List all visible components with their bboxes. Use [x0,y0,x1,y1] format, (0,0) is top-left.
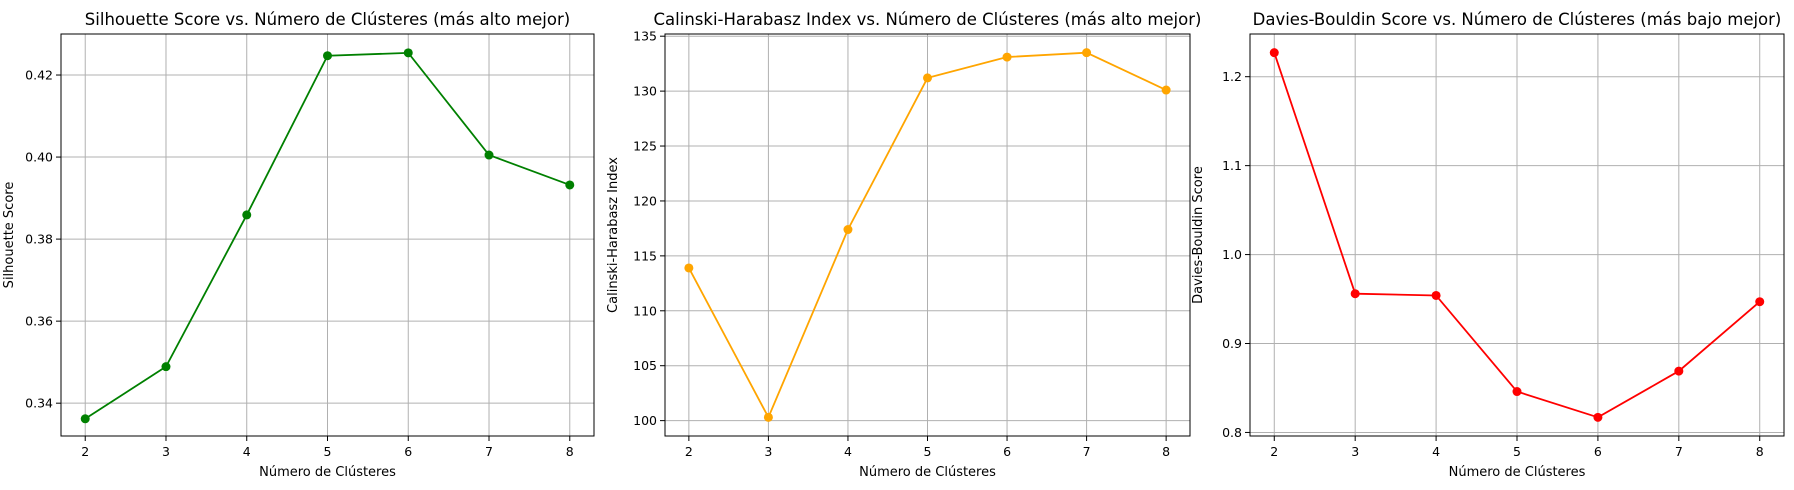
x-tick-label: 8 [566,444,574,459]
data-point [1161,85,1171,95]
y-tick-label: 135 [633,29,657,44]
x-tick-label: 3 [1351,444,1359,459]
x-tick-label: 8 [1162,444,1170,459]
data-point [323,51,332,61]
chart-3: 2 3 4 5 6 7 8 0.8 0.9 1.0 1.1 1.2 Davies-Bouldin Sco… [1191,10,1785,480]
data-point [403,48,413,58]
data-point [1512,387,1522,397]
data-point [763,412,773,422]
y-axis-label: Silhouette Score [2,182,17,289]
y-tick-label: 0.36 [25,314,53,329]
y-axis-label: Calinski-Harabasz Index [606,157,621,313]
y-tick-label: 1.0 [1222,247,1242,262]
x-tick-label: 3 [764,444,772,459]
chart-title: Calinski-Harabasz Index vs. Número de Cl… [654,10,1202,29]
y-tick-label: 1.1 [1222,158,1242,173]
y-tick-label: 0.8 [1222,425,1242,440]
y-tick-label: 120 [633,193,657,208]
data-point [1269,48,1279,58]
x-tick-label: 2 [81,444,89,459]
y-tick-label: 1.2 [1222,69,1242,84]
x-axis-label: Número de Clústeres [259,465,396,480]
grid [61,34,594,436]
chart-2: 2 3 4 5 6 7 8100105110115120125130135Calinski-… [606,10,1201,480]
y-tick-label: 0.9 [1222,336,1242,351]
data-point [843,225,853,235]
x-tick-label: 2 [1270,444,1278,459]
x-tick-label: 4 [844,444,852,459]
x-tick-label: 7 [1675,444,1683,459]
chart-title: Silhouette Score vs. Número de Clústeres… [85,10,570,29]
x-tick-label: 6 [1594,444,1602,459]
x-tick-label: 5 [1513,444,1521,459]
y-tick-label: 0.40 [25,150,53,165]
data-point [1431,290,1441,300]
y-tick-label: 130 [633,84,657,99]
x-tick-label: 7 [485,444,493,459]
y-tick-label: 100 [633,413,657,428]
grid [665,34,1190,436]
x-tick-label: 6 [404,444,412,459]
data-point [565,180,575,190]
data-point [923,73,932,83]
x-tick-label: 8 [1756,444,1764,459]
data-point [1350,289,1360,299]
x-tick-label: 2 [685,444,693,459]
data-point [161,362,171,372]
y-tick-label: 125 [633,139,657,154]
chart-title: Davies-Bouldin Score vs. Número de Clúst… [1253,10,1782,29]
data-point [484,150,494,160]
y-axis-label: Davies-Bouldin Score [1191,166,1206,304]
x-tick-label: 7 [1083,444,1091,459]
y-tick-label: 0.34 [25,396,53,411]
data-point [242,210,252,220]
x-tick-label: 5 [924,444,932,459]
data-point [80,414,90,424]
x-axis-label: Número de Clústeres [859,465,996,480]
data-point [1674,366,1684,376]
x-axis-label: Número de Clústeres [1449,465,1586,480]
grid [1250,34,1784,436]
data-point [684,263,694,273]
y-tick-label: 0.42 [25,68,53,83]
data-point [1593,412,1603,422]
y-tick-label: 0.38 [25,232,53,247]
x-tick-label: 4 [1432,444,1440,459]
data-point [1082,48,1092,58]
x-tick-label: 6 [1003,444,1011,459]
x-tick-label: 3 [162,444,170,459]
y-tick-label: 105 [633,358,657,373]
data-point [1755,297,1765,307]
x-tick-label: 4 [243,444,251,459]
data-point [1002,52,1012,62]
y-tick-label: 115 [633,248,657,263]
x-tick-label: 5 [324,444,332,459]
y-tick-label: 110 [633,303,657,318]
chart-1: 2 3 4 5 6 7 8 0.34 0.36 0.38 0.40 0.42 Silhouette Sc… [2,10,595,480]
